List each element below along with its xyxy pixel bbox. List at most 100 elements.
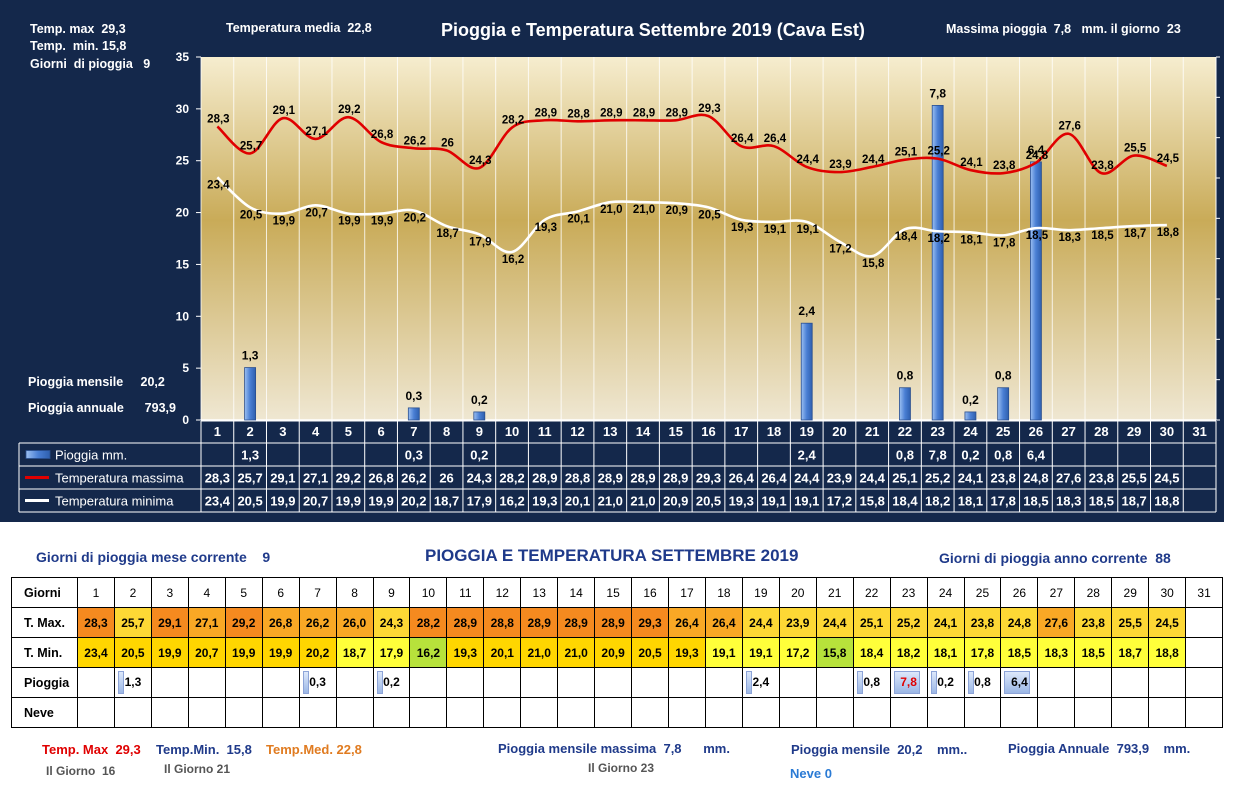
line-temp-max-label: 23,8 (1091, 160, 1114, 172)
line-temp-max-label: 24,4 (862, 154, 885, 166)
line-temp-min-label: 17,9 (469, 236, 491, 248)
snow-row-cell (741, 697, 780, 728)
table-row-temp-min-cell: 20,2 (401, 494, 426, 509)
legend-rain-swatch (25, 450, 51, 459)
category-label: 7 (410, 424, 417, 439)
y-left-tick-label: 10 (176, 309, 190, 323)
table-row-temp-min-cell: 19,3 (729, 494, 754, 509)
category-label: 12 (570, 424, 584, 439)
tmax-row-cell: 28,9 (594, 607, 633, 638)
table-row-temp-min-cell: 18,1 (958, 494, 983, 509)
table-row-temp-min-cell: 19,9 (368, 494, 393, 509)
line-temp-min-label: 19,3 (535, 222, 557, 234)
tmin-row-cell: 19,9 (150, 637, 189, 668)
snow-row-cell (1074, 697, 1113, 728)
table-row-temp-max-cell: 28,9 (532, 471, 557, 486)
table-row-rain-cell: 0,2 (961, 448, 979, 463)
line-temp-max-label: 25,1 (895, 147, 918, 159)
category-label: 31 (1192, 424, 1206, 439)
rain-bar-label: 7,8 (929, 86, 946, 100)
line-temp-max-label: 28,9 (666, 107, 688, 119)
rain-row-cell: 0,8 (852, 667, 891, 698)
snow-row-cell (335, 697, 374, 728)
day-header: 30 (1148, 577, 1187, 608)
tmax-row-cell: 28,3 (77, 607, 115, 638)
rain-bar (931, 105, 944, 421)
day-header: 13 (520, 577, 559, 608)
rain-cell-bar (376, 671, 383, 694)
rain-cell-value: 0,3 (309, 675, 326, 689)
line-temp-min-label: 15,8 (862, 258, 885, 270)
day-header: 14 (557, 577, 596, 608)
table-row-temp-max-cell: 27,6 (1056, 471, 1081, 486)
temp-media-summary: Temperatura media 22,8 (226, 21, 372, 35)
tmin-row-cell: 20,7 (187, 637, 226, 668)
day-header: 4 (187, 577, 226, 608)
category-label: 14 (636, 424, 651, 439)
line-temp-min (216, 176, 1167, 258)
tmin-row-cell: 17,8 (963, 637, 1002, 668)
category-label: 22 (898, 424, 912, 439)
table-row-temp-min-cell: 23,4 (205, 494, 231, 509)
tmax-row-cell: 29,1 (150, 607, 189, 638)
day-header: 9 (372, 577, 411, 608)
tmax-row-cell: 23,8 (963, 607, 1002, 638)
day-header: 7 (298, 577, 337, 608)
table-row-temp-max-cell: 24,1 (958, 471, 983, 486)
table-row-temp-min-cell: 18,3 (1056, 494, 1081, 509)
tmax-row-cell: 26,0 (335, 607, 374, 638)
line-temp-max (216, 113, 1168, 175)
rain-cell-value: 0,8 (974, 675, 991, 689)
snow-row-cell (77, 697, 115, 728)
tmin-row-cell: 16,2 (409, 637, 448, 668)
tmin-row-cell: 18,1 (926, 637, 965, 668)
day-header: 20 (778, 577, 817, 608)
category-label: 2 (246, 424, 253, 439)
line-temp-max-label: 25,2 (927, 146, 949, 158)
rain-row-cell: 0,2 (926, 667, 965, 698)
rain-cell-bar (893, 671, 920, 694)
rain-row-cell (631, 667, 669, 698)
category-label: 21 (865, 424, 879, 439)
rain-row-cell (261, 667, 300, 698)
table-row-temp-min-cell: 15,8 (860, 494, 885, 509)
footer-temp-med: Temp.Med. 22,8 (266, 742, 362, 757)
table-row-temp-min-cell: 18,5 (1089, 494, 1114, 509)
tmin-row-cell: 19,3 (668, 637, 706, 668)
rain-bar-label: 0,8 (897, 369, 914, 383)
line-temp-max-label: 23,9 (829, 159, 851, 171)
line-temp-min-label: 19,9 (338, 216, 360, 228)
category-label: 15 (669, 424, 683, 439)
category-label: 10 (505, 424, 519, 439)
table-row-temp-max-cell: 24,3 (467, 471, 492, 486)
table-row-temp-max-cell: 24,8 (1023, 471, 1048, 486)
tmin-row-cell: 19,3 (446, 637, 485, 668)
line-temp-min-label: 18,5 (1091, 230, 1114, 242)
snow-row-cell (631, 697, 669, 728)
line-temp-min-label: 19,9 (273, 216, 295, 228)
line-temp-max-label: 24,1 (960, 157, 983, 169)
table-row-temp-max-cell: 28,9 (630, 471, 655, 486)
line-temp-max-label: 24,3 (469, 155, 491, 167)
day-header: 6 (261, 577, 300, 608)
table-row-temp-min-cell: 18,7 (1121, 494, 1146, 509)
category-label: 18 (767, 424, 781, 439)
line-temp-min-label: 21,0 (600, 204, 622, 216)
snow-row-cell (889, 697, 928, 728)
day-header: 24 (926, 577, 965, 608)
tmax-row-cell: 26,8 (261, 607, 300, 638)
table-row-temp-min-cell: 19,9 (336, 494, 361, 509)
tmax-row-cell: 25,2 (889, 607, 928, 638)
tmax-row-cell: 28,9 (446, 607, 485, 638)
rain-bar (244, 367, 257, 421)
rain-bar (800, 322, 813, 421)
table-row-temp-max-cell: 29,1 (270, 471, 295, 486)
snow-row-cell (446, 697, 485, 728)
snow-row-cell (594, 697, 633, 728)
rain-row-cell (520, 667, 559, 698)
tmin-row-cell: 20,2 (298, 637, 337, 668)
snow-row-cell (1111, 697, 1150, 728)
rain-row-cell (1111, 667, 1150, 698)
rain-cell-value: 0,8 (863, 675, 880, 689)
tmax-row-cell: 28,9 (520, 607, 559, 638)
